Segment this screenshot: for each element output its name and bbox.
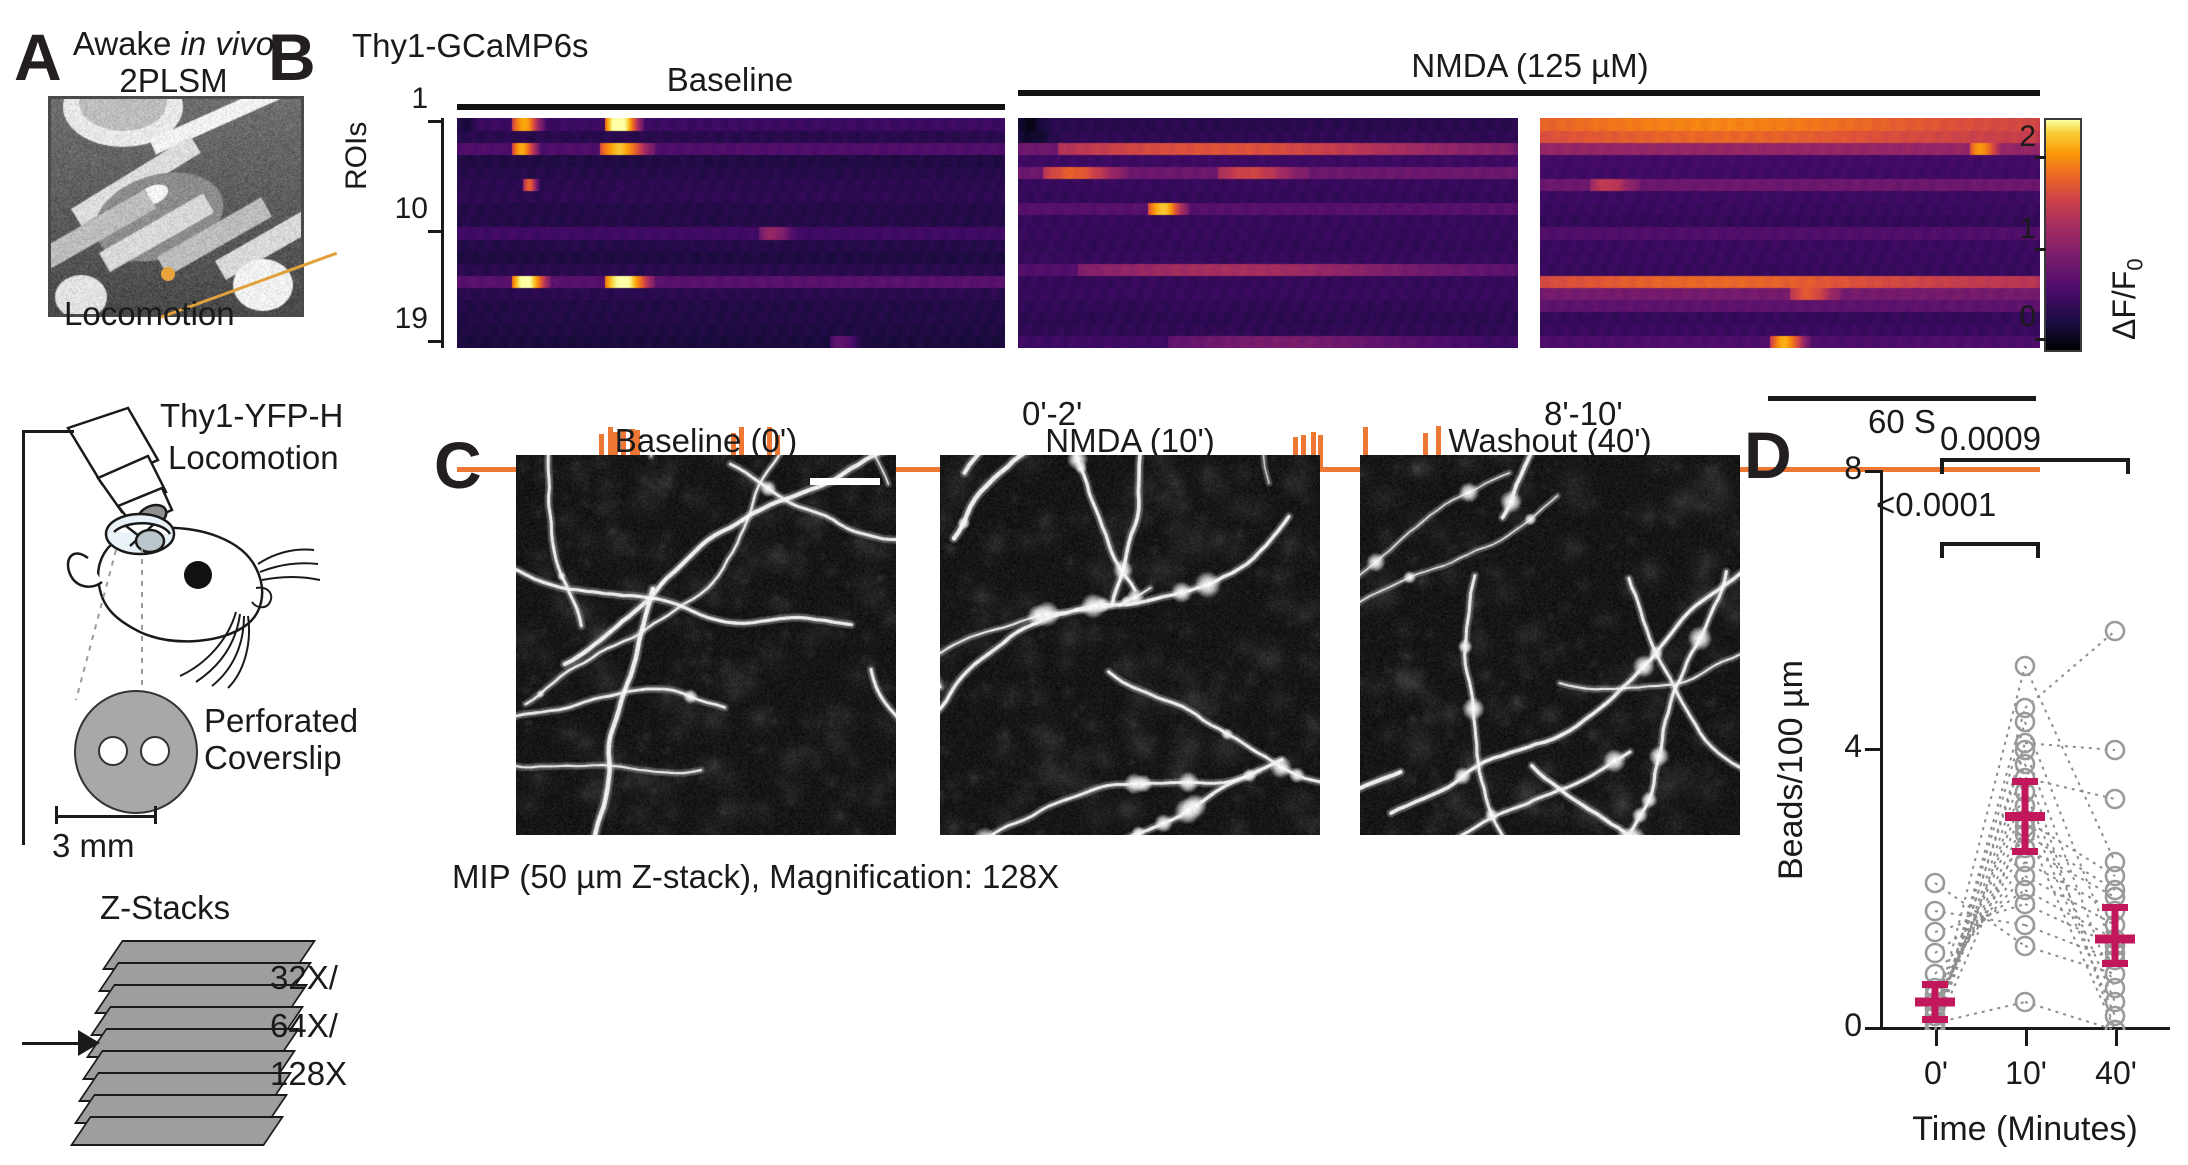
significance-brackets	[1880, 458, 2180, 618]
panel-d-letter: D	[1744, 422, 1792, 488]
panel-b-letter: B	[268, 24, 316, 90]
panel-b-baseline-label: Baseline	[570, 62, 890, 99]
panel-c-scalebar	[810, 478, 880, 485]
colorbar-tick-2: 2	[2002, 120, 2036, 154]
panel-c-letter: C	[434, 432, 482, 498]
magnification-3: 128X	[270, 1056, 347, 1093]
subject-connector-line	[2025, 834, 2115, 890]
colorbar-tick-0: 0	[2002, 300, 2036, 334]
subject-connector-line	[2025, 750, 2115, 988]
panel-d-xtick-40: 40'	[2076, 1055, 2156, 1092]
colorbar-label-main: ΔF/F	[2106, 271, 2142, 340]
heatmap-baseline	[457, 118, 1005, 348]
panel-a-title: Awake in vivo 2PLSM	[46, 26, 301, 100]
colorbar-tick-1: 1	[2002, 212, 2036, 246]
panel-a-title-line2: 2PLSM	[46, 63, 301, 100]
scalebar-3mm-cap-left	[55, 806, 58, 824]
panel-d-xtick-0: 0'	[1896, 1055, 1976, 1092]
coverslip-label-line2: Coverslip	[204, 740, 342, 777]
locomotion-annotation-label: Locomotion	[64, 296, 235, 333]
nmda-condition-bar	[1018, 90, 2040, 96]
subject-connector-line	[1935, 743, 2025, 1030]
panel-d-y-axis-label: Beads/100 µm	[1772, 660, 1811, 880]
baseline-condition-bar	[457, 104, 1005, 110]
p-value-top: 0.0009	[1940, 420, 2041, 458]
perforated-coverslip-icon	[74, 690, 198, 814]
subject-connector-line	[2025, 827, 2115, 1030]
panel-c-image-baseline	[516, 455, 896, 835]
panel-b-y-axis-label: ROIs	[340, 122, 374, 190]
panel-b-genotype: Thy1-GCaMP6s	[352, 28, 589, 65]
subject-connector-line	[2025, 862, 2115, 911]
panel-d-ytick-4: 4	[1822, 728, 1862, 765]
panel-a-bracket-bottom	[22, 1042, 82, 1045]
subject-connector-line	[1935, 848, 2025, 995]
panel-b-y-axis	[441, 118, 444, 348]
panel-c-caption: MIP (50 µm Z-stack), Magnification: 128X	[452, 858, 1059, 896]
awake-mouse-photo	[48, 96, 304, 317]
magnification-1: 32X/	[270, 960, 338, 997]
scalebar-3mm-label: 3 mm	[52, 828, 135, 865]
mouse-genotype-label: Thy1-YFP-H	[160, 398, 343, 435]
roi-tick-1: 1	[366, 82, 428, 116]
panel-d-xtick-10: 10'	[1986, 1055, 2066, 1092]
heatmap-nmda-0-2	[1018, 118, 1518, 348]
colorbar-label: ΔF/F0	[2106, 258, 2148, 340]
zstack-label: Z-Stacks	[100, 890, 230, 927]
subject-connector-line	[2025, 820, 2115, 876]
time-scalebar	[1768, 396, 2036, 401]
panel-a-bracket-top	[22, 430, 74, 433]
roi-tick-10: 10	[366, 192, 428, 226]
panel-d-ytick-0: 0	[1822, 1007, 1862, 1044]
subject-connector-line	[1935, 904, 2025, 932]
subject-connector-line	[1935, 764, 2025, 1030]
locomotion-row-label: Locomotion	[168, 440, 339, 477]
panel-d-x-axis-label: Time (Minutes)	[1880, 1110, 2170, 1149]
panel-a-title-italic: in vivo	[181, 25, 275, 62]
subject-connector-line	[1935, 666, 2025, 1016]
coverslip-hole-left	[98, 736, 128, 766]
scalebar-3mm-cap-right	[154, 806, 157, 824]
colorbar	[2044, 118, 2082, 352]
locomotion-marker-dot	[161, 267, 175, 281]
roi-tick-19: 19	[366, 302, 428, 336]
magnification-2: 64X/	[270, 1008, 338, 1045]
subject-connector-line	[1935, 722, 2025, 1030]
subject-connector-line	[1935, 876, 2025, 974]
subject-connector-line	[2025, 666, 2115, 862]
panel-a-arrowhead	[78, 1030, 100, 1056]
scalebar-3mm-line	[55, 815, 157, 818]
panel-c-image-washout	[1360, 455, 1740, 835]
subject-connector-line	[2025, 792, 2115, 1002]
subject-connector-line	[1935, 820, 2025, 1009]
subject-connector-line	[2025, 848, 2115, 897]
coverslip-hole-right	[140, 736, 170, 766]
panel-a-flow-bracket	[22, 430, 25, 845]
colorbar-label-sub: 0	[2122, 258, 2147, 270]
panel-b-nmda-label: NMDA (125 µM)	[1020, 48, 2040, 85]
coverslip-label-line1: Perforated	[204, 703, 358, 740]
subject-connector-line	[2025, 806, 2115, 1016]
panel-a-title-line1: Awake	[73, 25, 181, 62]
subject-connector-line	[2025, 743, 2115, 750]
subject-connector-line	[2025, 1002, 2115, 1030]
panel-c-image-nmda	[940, 455, 1320, 835]
panel-d-ytick-8: 8	[1822, 450, 1862, 487]
heatmap-nmda-8-10	[1540, 118, 2040, 348]
